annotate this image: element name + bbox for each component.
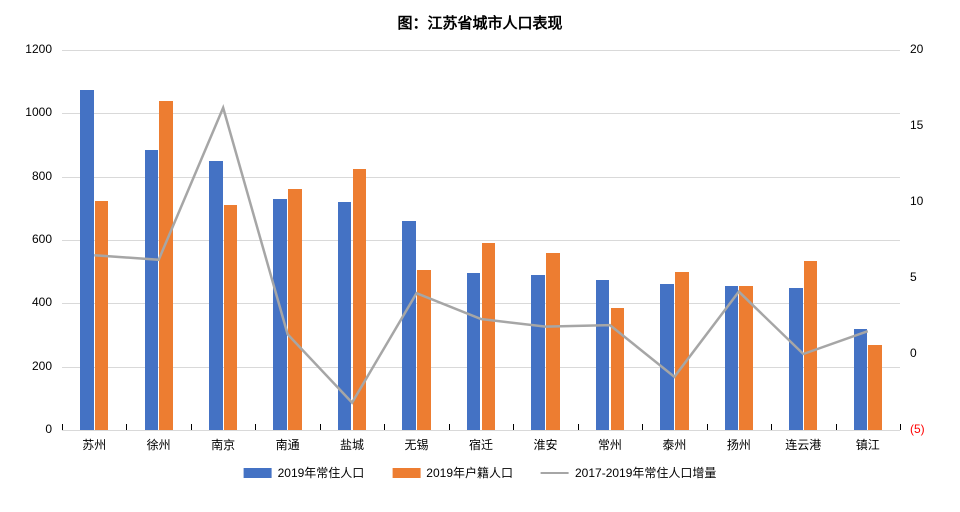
x-tick-mark [578,424,579,430]
bar-resident [660,284,674,430]
x-tick-mark [449,424,450,430]
chart-title: 图：江苏省城市人口表现 [0,0,960,33]
legend-label: 2017-2019年常住人口增量 [575,464,716,481]
bar-registered [224,205,238,430]
x-tick-mark [771,424,772,430]
x-tick-mark [642,424,643,430]
bar-registered [675,272,689,430]
y-left-tick-label: 0 [12,422,52,436]
bar-registered [288,189,302,430]
x-tick-label: 常州 [598,436,622,453]
legend-label: 2019年常住人口 [278,464,365,481]
bar-resident [338,202,352,430]
bar-resident [273,199,287,430]
x-tick-label: 镇江 [856,436,880,453]
legend-item-registered: 2019年户籍人口 [392,464,513,481]
x-tick-label: 淮安 [533,436,557,453]
x-tick-mark [126,424,127,430]
bar-resident [145,150,159,430]
bar-registered [804,261,818,430]
y-right-tick-label: 15 [910,118,923,132]
y-right-tick-label: (5) [910,422,925,436]
bar-registered [482,243,496,430]
y-right-tick-label: 10 [910,194,923,208]
bar-resident [80,90,94,430]
x-tick-label: 泰州 [662,436,686,453]
x-tick-label: 徐州 [147,436,171,453]
plot-area: 苏州徐州南京南通盐城无锡宿迁淮安常州泰州扬州连云港镇江 020040060080… [62,50,900,430]
y-right-tick-label: 0 [910,346,917,360]
bar-registered [739,286,753,430]
y-left-tick-label: 800 [12,169,52,183]
gridline [62,430,900,431]
x-tick-mark [513,424,514,430]
x-tick-label: 无锡 [405,436,429,453]
legend-swatch [392,468,420,478]
gridline [62,113,900,114]
gridline [62,50,900,51]
bar-registered [159,101,173,430]
gridline [62,177,900,178]
x-tick-label: 苏州 [82,436,106,453]
x-tick-mark [384,424,385,430]
bar-registered [95,201,109,430]
x-tick-mark [62,424,63,430]
legend-line-swatch [541,472,569,474]
legend: 2019年常住人口 2019年户籍人口 2017-2019年常住人口增量 [244,464,717,481]
bar-registered [353,169,367,430]
x-tick-mark [320,424,321,430]
bar-registered [417,270,431,430]
x-tick-mark [707,424,708,430]
x-tick-mark [191,424,192,430]
x-tick-label: 扬州 [727,436,751,453]
bar-resident [725,286,739,430]
x-tick-label: 连云港 [785,436,821,453]
bar-resident [531,275,545,430]
bar-resident [854,329,868,430]
bar-resident [467,273,481,430]
x-tick-mark [836,424,837,430]
x-tick-label: 南通 [276,436,300,453]
bar-resident [789,288,803,431]
bar-resident [402,221,416,430]
y-right-tick-label: 5 [910,270,917,284]
legend-item-resident: 2019年常住人口 [244,464,365,481]
y-left-tick-label: 200 [12,359,52,373]
x-tick-mark [255,424,256,430]
x-tick-label: 宿迁 [469,436,493,453]
y-left-tick-label: 600 [12,232,52,246]
bar-registered [546,253,560,430]
bar-resident [209,161,223,430]
y-left-tick-label: 1000 [12,105,52,119]
x-tick-label: 南京 [211,436,235,453]
bar-registered [868,345,882,431]
y-left-tick-label: 1200 [12,42,52,56]
y-right-tick-label: 20 [910,42,923,56]
y-left-tick-label: 400 [12,295,52,309]
legend-swatch [244,468,272,478]
legend-item-increment: 2017-2019年常住人口增量 [541,464,716,481]
legend-label: 2019年户籍人口 [426,464,513,481]
x-tick-mark [900,424,901,430]
bar-registered [611,308,625,430]
chart-container: 图：江苏省城市人口表现 苏州徐州南京南通盐城无锡宿迁淮安常州泰州扬州连云港镇江 … [0,0,960,512]
bar-resident [596,280,610,430]
gridline [62,240,900,241]
x-tick-label: 盐城 [340,436,364,453]
